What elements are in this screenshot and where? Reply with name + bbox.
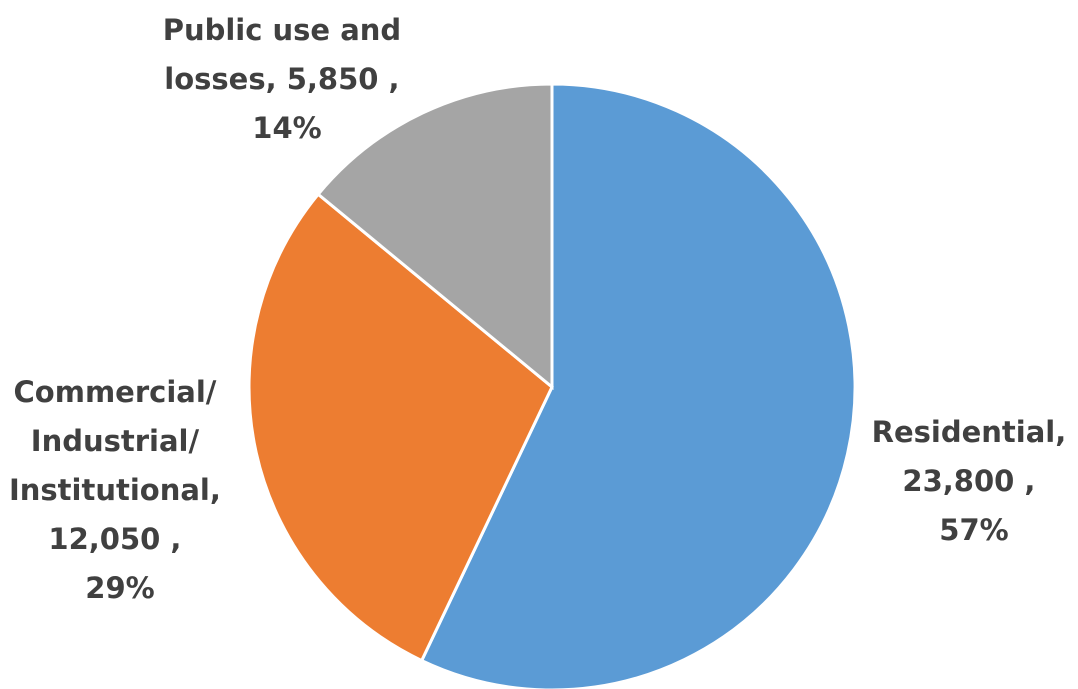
data-label-commercial-line-4: 12,050 , [48,522,181,556]
data-label-residential-line-3: 57% [939,513,1008,547]
data-label-public-line-3: 14% [252,111,321,145]
data-label-commercial-line-1: Commercial/ [14,375,217,409]
data-label-public-line-1: Public use and [163,13,401,47]
data-label-residential-line-2: 23,800 , [902,464,1035,498]
data-label-commercial-line-5: 29% [85,571,154,605]
data-label-commercial-line-3: Institutional, [9,473,221,507]
data-label-commercial-industrial-institutional: Commercial/ Industrial/ Institutional, 1… [9,375,231,605]
pie-slice-public-use-and-losses [316,82,554,391]
pie-slice-commercial-industrial-institutional [247,192,554,663]
pie-slices [247,82,857,689]
data-label-residential: Residential, 23,800 , 57% [872,415,1077,547]
data-label-residential-line-1: Residential, [872,415,1067,449]
data-label-commercial-line-2: Industrial/ [31,424,200,458]
data-label-public-use-and-losses: Public use and losses, 5,850 , 14% [163,13,412,145]
data-label-public-line-2: losses, 5,850 , [164,62,399,96]
